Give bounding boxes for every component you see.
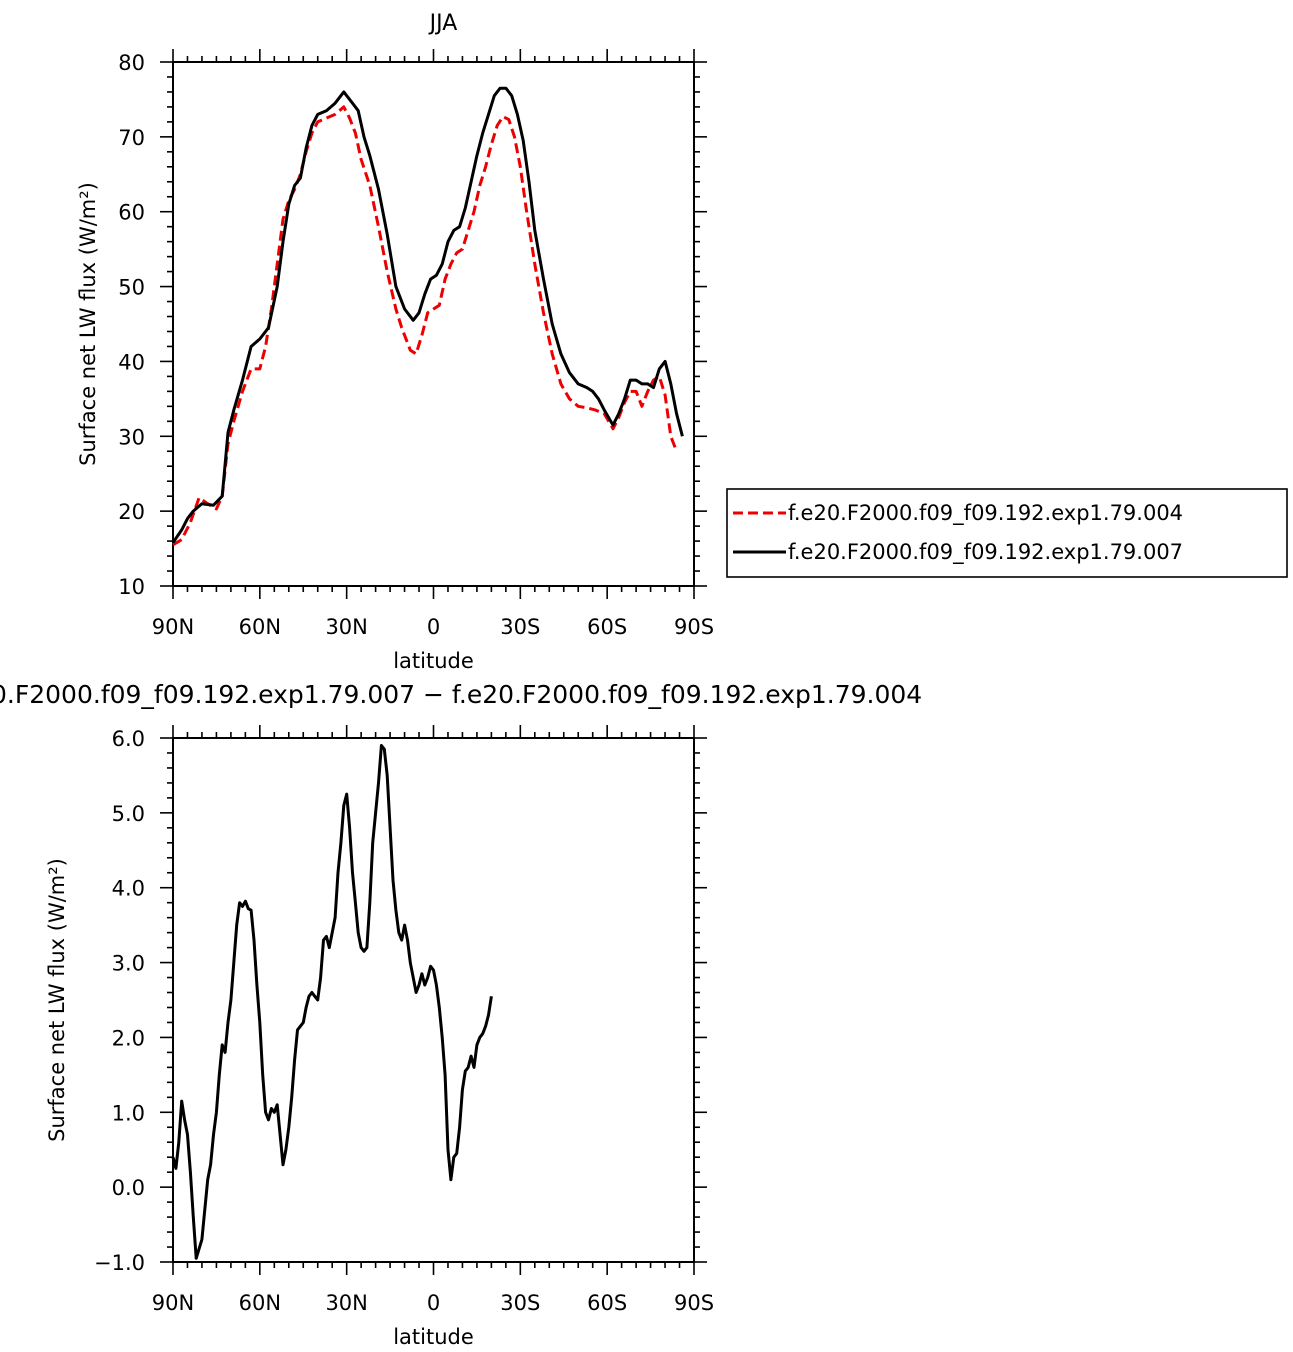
y-tick-label: 80 [118, 51, 145, 75]
y-tick-label: 1.0 [112, 1101, 145, 1125]
y-tick-label: 30 [118, 425, 145, 449]
y-tick-label: 4.0 [112, 877, 145, 901]
panel-bottom: f.e20.F2000.f09_f09.192.exp1.79.007 − f.… [0, 680, 922, 1349]
x-tick-label: 30N [325, 1291, 367, 1315]
y-tick-label: 3.0 [112, 952, 145, 976]
y-tick-label: 40 [118, 350, 145, 374]
x-tick-label: 30S [500, 1291, 540, 1315]
y-axis-label: Surface net LW flux (W/m²) [45, 858, 69, 1142]
x-tick-label: 90S [674, 615, 714, 639]
x-tick-label: 30N [325, 615, 367, 639]
chart-title: f.e20.F2000.f09_f09.192.exp1.79.007 − f.… [0, 680, 922, 709]
y-tick-label: 0.0 [112, 1176, 145, 1200]
series-line-2 [171, 86, 684, 544]
plot-frame [172, 737, 695, 1263]
y-tick-label: 50 [118, 276, 145, 300]
y-tick-label: 70 [118, 126, 145, 150]
x-tick-label: 0 [427, 615, 440, 639]
x-tick-label: 60N [239, 1291, 281, 1315]
x-tick-label: 90N [152, 615, 194, 639]
x-axis-label: latitude [393, 649, 474, 673]
panel-top: JJA 90N 60N 30N 0 30S 60S 90S 10 20 30 40 50 60 70 80 la… [76, 11, 714, 673]
y-tick-label: 10 [118, 575, 145, 599]
y-tick-label: −1.0 [94, 1251, 145, 1275]
x-tick-label: 30S [500, 615, 540, 639]
series-line-1 [171, 744, 493, 1260]
legend-label-2: f.e20.F2000.f09_f09.192.exp1.79.007 [788, 540, 1183, 565]
legend: f.e20.F2000.f09_f09.192.exp1.79.004 f.e20… [726, 488, 1288, 578]
y-tick-label: 2.0 [112, 1026, 145, 1050]
y-axis-label: Surface net LW flux (W/m²) [76, 182, 100, 466]
series-line-1 [172, 105, 678, 547]
x-tick-label: 60S [587, 1291, 627, 1315]
x-tick-label: 60S [587, 615, 627, 639]
x-axis-label: latitude [393, 1325, 474, 1349]
plot-frame [172, 61, 695, 587]
x-tick-label: 90N [152, 1291, 194, 1315]
y-tick-label: 5.0 [112, 802, 145, 826]
legend-label-1: f.e20.F2000.f09_f09.192.exp1.79.004 [788, 501, 1183, 526]
y-tick-label: 60 [118, 201, 145, 225]
x-tick-label: 60N [239, 615, 281, 639]
x-tick-label: 0 [427, 1291, 440, 1315]
x-tick-label: 90S [674, 1291, 714, 1315]
y-tick-label: 6.0 [112, 727, 145, 751]
legend-box [726, 488, 1288, 578]
chart-title: JJA [428, 11, 458, 36]
y-tick-label: 20 [118, 500, 145, 524]
